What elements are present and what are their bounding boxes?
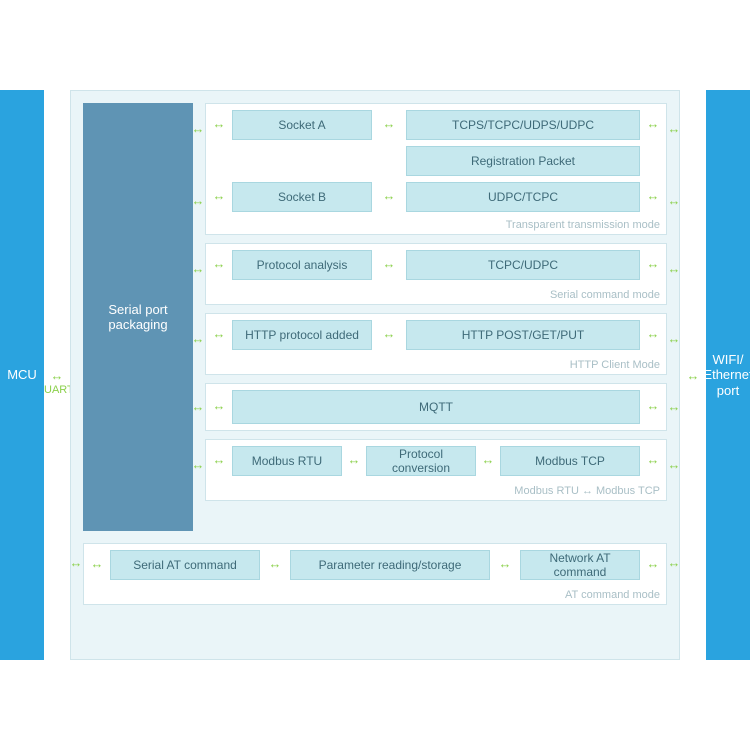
arrow-icon: ↔	[376, 326, 402, 341]
center-panel: Serial port packaging Socket A ↔ TCPS/TC…	[70, 90, 680, 660]
arrow-icon: ↔	[667, 555, 681, 570]
http-section: HTTP protocol added ↔ HTTP POST/GET/PUT …	[205, 313, 667, 375]
mqtt-section: MQTT ↔ ↔	[205, 383, 667, 431]
arrow-icon: ↔	[264, 556, 286, 571]
arrow-icon: ↔	[642, 556, 664, 571]
arrow-icon: ↔	[208, 116, 230, 131]
socket-b-block: Socket B	[232, 182, 372, 212]
arrow-icon: ↔	[191, 399, 205, 414]
tcps-block: TCPS/TCPC/UDPS/UDPC	[406, 110, 640, 140]
arrow-icon: ↔	[642, 256, 664, 271]
arrow-icon: ↔	[208, 188, 230, 203]
mqtt-block: MQTT	[232, 390, 640, 424]
arrow-icon: ↔	[478, 452, 498, 467]
mcu-panel-arrow-icon: ↔	[45, 368, 69, 383]
modbus-section: Modbus RTU ↔ Protocol conversion ↔ Modbu…	[205, 439, 667, 501]
mcu-label: MCU	[7, 367, 37, 383]
arrow-icon: ↔	[191, 261, 205, 276]
arrow-icon: ↔	[191, 193, 205, 208]
panel-wifi-arrow-icon: ↔	[681, 368, 705, 383]
serial-port-packaging-label: Serial port packaging	[89, 302, 187, 332]
arrow-icon: ↔	[344, 452, 364, 467]
serial-cmd-section-label: Serial command mode	[550, 289, 660, 301]
http-methods-block: HTTP POST/GET/PUT	[406, 320, 640, 350]
arrow-icon: ↔	[667, 193, 681, 208]
arrow-icon: ↔	[376, 256, 402, 271]
arrow-icon: ↔	[667, 457, 681, 472]
socket-a-block: Socket A	[232, 110, 372, 140]
arrow-icon: ↔	[642, 326, 664, 341]
wifi-ethernet-label: WIFI/ Ethernet port	[703, 352, 750, 399]
at-section-label: AT command mode	[565, 589, 660, 601]
arrow-icon: ↔	[208, 398, 230, 413]
diagram-stage: MCU WIFI/ Ethernet port ↔ UART ↔ Serial …	[0, 90, 750, 660]
arrow-icon: ↔	[191, 331, 205, 346]
transparent-section: Socket A ↔ TCPS/TCPC/UDPS/UDPC Registrat…	[205, 103, 667, 235]
arrow-icon: ↔	[642, 398, 664, 413]
arrow-icon: ↔	[191, 121, 205, 136]
udpc-tcpc-block: UDPC/TCPC	[406, 182, 640, 212]
tcpc-udpc-block: TCPC/UDPC	[406, 250, 640, 280]
wifi-ethernet-bar: WIFI/ Ethernet port	[706, 90, 750, 660]
arrow-icon: ↔	[642, 452, 664, 467]
serial-port-packaging-block: Serial port packaging	[83, 103, 193, 531]
modbus-tcp-block: Modbus TCP	[500, 446, 640, 476]
arrow-icon: ↔	[208, 326, 230, 341]
mcu-bar: MCU	[0, 90, 44, 660]
modbus-section-label: Modbus RTU ↔ Modbus TCP	[514, 485, 660, 497]
arrow-icon: ↔	[191, 457, 205, 472]
arrow-icon: ↔	[667, 399, 681, 414]
protocol-conversion-block: Protocol conversion	[366, 446, 476, 476]
arrow-icon: ↔	[667, 331, 681, 346]
transparent-section-label: Transparent transmission mode	[506, 219, 660, 231]
http-section-label: HTTP Client Mode	[570, 359, 660, 371]
arrow-icon: ↔	[667, 261, 681, 276]
arrow-icon: ↔	[642, 188, 664, 203]
arrow-icon: ↔	[208, 256, 230, 271]
arrow-icon: ↔	[667, 121, 681, 136]
at-command-section: Serial AT command ↔ Parameter reading/st…	[83, 543, 667, 605]
parameter-storage-block: Parameter reading/storage	[290, 550, 490, 580]
network-at-command-block: Network AT command	[520, 550, 640, 580]
serial-cmd-section: Protocol analysis ↔ TCPC/UDPC Serial com…	[205, 243, 667, 305]
arrow-icon: ↔	[86, 556, 108, 571]
arrow-icon: ↔	[208, 452, 230, 467]
arrow-icon: ↔	[494, 556, 516, 571]
arrow-icon: ↔	[642, 116, 664, 131]
arrow-icon: ↔	[69, 555, 83, 570]
modbus-rtu-block: Modbus RTU	[232, 446, 342, 476]
registration-packet-block: Registration Packet	[406, 146, 640, 176]
protocol-analysis-block: Protocol analysis	[232, 250, 372, 280]
serial-at-command-block: Serial AT command	[110, 550, 260, 580]
arrow-icon: ↔	[376, 116, 402, 131]
arrow-icon: ↔	[376, 188, 402, 203]
http-protocol-added-block: HTTP protocol added	[232, 320, 372, 350]
